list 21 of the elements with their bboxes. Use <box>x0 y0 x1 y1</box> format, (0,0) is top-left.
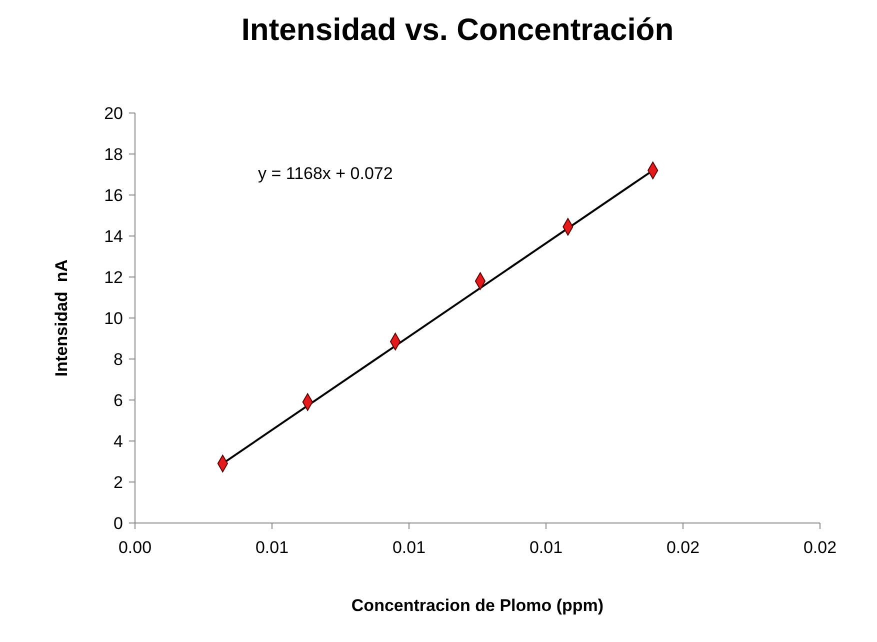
y-tick-label: 18 <box>104 144 123 164</box>
x-tick-label: 0.02 <box>803 538 837 557</box>
y-tick-label: 10 <box>104 308 123 328</box>
y-axis-title: Intensidad nA <box>52 259 71 377</box>
y-tick-label: 12 <box>104 268 123 287</box>
x-tick-label: 0.01 <box>392 538 426 557</box>
chart-title: Intensidad vs. Concentración <box>241 12 674 47</box>
y-tick-label: 6 <box>114 390 123 410</box>
y-tick-label: 4 <box>114 432 123 451</box>
y-tick-label: 8 <box>114 350 123 369</box>
x-tick-label: 0.02 <box>666 538 700 557</box>
y-tick-label: 2 <box>114 472 123 492</box>
y-tick-label: 20 <box>104 104 123 123</box>
y-tick-label: 0 <box>114 514 123 533</box>
x-axis-title: Concentracion de Plomo (ppm) <box>351 596 604 615</box>
y-tick-label: 14 <box>104 226 123 246</box>
annotation: y = 1168x + 0.072 <box>258 164 393 183</box>
y-tick-label: 16 <box>104 186 123 205</box>
x-tick-label: 0.01 <box>255 538 289 557</box>
x-tick-label: 0.01 <box>529 538 563 557</box>
x-tick-label: 0.00 <box>118 538 152 557</box>
